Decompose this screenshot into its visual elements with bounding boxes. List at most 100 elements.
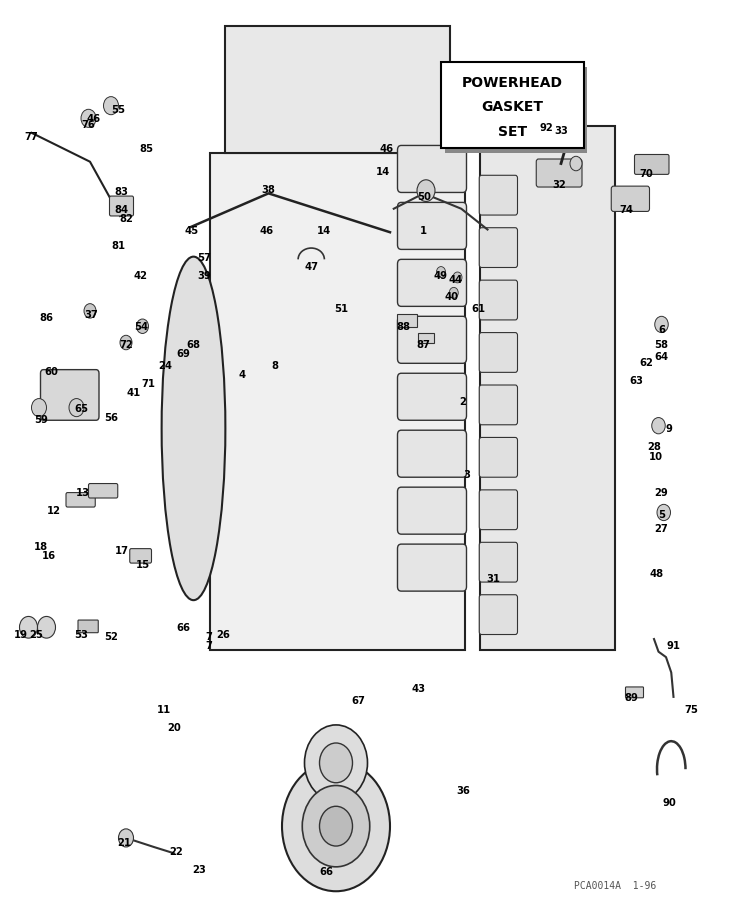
Text: 66: 66 (177, 622, 190, 633)
FancyBboxPatch shape (441, 63, 584, 149)
Text: 40: 40 (445, 291, 458, 302)
Circle shape (657, 505, 670, 521)
FancyBboxPatch shape (479, 281, 518, 321)
Text: 43: 43 (412, 683, 425, 694)
FancyBboxPatch shape (210, 154, 465, 650)
Text: 25: 25 (29, 628, 43, 639)
Text: 61: 61 (472, 303, 485, 314)
Text: 13: 13 (76, 487, 89, 498)
Text: 66: 66 (320, 866, 333, 877)
FancyBboxPatch shape (398, 203, 466, 250)
Circle shape (652, 418, 665, 434)
Circle shape (282, 761, 390, 891)
Text: 92: 92 (539, 123, 553, 134)
Text: 33: 33 (554, 126, 568, 136)
Text: POWERHEAD: POWERHEAD (462, 76, 562, 89)
Text: 47: 47 (304, 261, 318, 272)
Text: 5: 5 (658, 509, 665, 520)
Circle shape (104, 98, 118, 116)
Text: SET: SET (498, 125, 526, 139)
Text: 45: 45 (184, 225, 198, 236)
Text: 14: 14 (316, 225, 332, 236)
Text: 6: 6 (658, 324, 665, 335)
Text: 74: 74 (620, 204, 633, 215)
FancyBboxPatch shape (480, 126, 615, 650)
Text: 84: 84 (115, 204, 128, 215)
Circle shape (453, 273, 462, 284)
Text: 86: 86 (40, 312, 53, 323)
Text: 90: 90 (662, 796, 676, 807)
Text: 52: 52 (104, 631, 118, 642)
Circle shape (136, 320, 148, 334)
Text: 29: 29 (655, 487, 668, 498)
FancyBboxPatch shape (110, 197, 134, 217)
FancyBboxPatch shape (611, 187, 650, 212)
Text: 60: 60 (44, 367, 58, 377)
Text: 64: 64 (655, 351, 668, 362)
Text: 68: 68 (187, 340, 200, 350)
Text: 22: 22 (170, 845, 183, 856)
Text: 75: 75 (685, 703, 698, 714)
Text: 2: 2 (459, 396, 466, 407)
Text: 57: 57 (197, 252, 211, 263)
Text: GASKET: GASKET (482, 100, 543, 115)
Text: 91: 91 (667, 640, 680, 651)
Text: 63: 63 (629, 376, 643, 386)
Text: 67: 67 (352, 694, 365, 705)
Text: 8: 8 (272, 360, 279, 371)
FancyBboxPatch shape (397, 315, 417, 328)
Circle shape (304, 725, 368, 801)
Circle shape (69, 399, 84, 417)
Text: 71: 71 (142, 378, 155, 389)
Text: 21: 21 (117, 836, 130, 847)
FancyBboxPatch shape (479, 386, 518, 425)
Ellipse shape (162, 257, 225, 600)
FancyBboxPatch shape (634, 155, 669, 175)
FancyBboxPatch shape (418, 333, 434, 344)
FancyBboxPatch shape (398, 146, 466, 193)
FancyBboxPatch shape (130, 549, 152, 563)
Circle shape (84, 304, 96, 319)
FancyBboxPatch shape (479, 595, 518, 635)
Text: 46: 46 (380, 144, 393, 154)
Text: 41: 41 (126, 387, 141, 398)
FancyBboxPatch shape (78, 620, 98, 633)
Text: 46: 46 (260, 225, 273, 236)
Text: 1: 1 (420, 225, 428, 236)
Text: 72: 72 (119, 340, 133, 350)
FancyBboxPatch shape (398, 431, 466, 478)
Text: 3: 3 (463, 469, 470, 479)
Text: 82: 82 (119, 213, 133, 224)
Text: 14: 14 (375, 166, 390, 177)
FancyBboxPatch shape (398, 260, 466, 307)
Text: 89: 89 (625, 692, 638, 703)
Text: 10: 10 (650, 451, 663, 461)
Text: 28: 28 (647, 442, 661, 452)
Text: 38: 38 (262, 184, 275, 195)
FancyBboxPatch shape (398, 374, 466, 421)
Text: 83: 83 (115, 186, 128, 197)
Text: 87: 87 (417, 340, 430, 350)
FancyBboxPatch shape (88, 484, 118, 498)
Circle shape (320, 806, 352, 846)
Circle shape (118, 829, 134, 847)
Circle shape (655, 317, 668, 333)
Text: 39: 39 (197, 270, 211, 281)
Text: 16: 16 (42, 550, 56, 561)
Text: 58: 58 (655, 340, 668, 350)
FancyBboxPatch shape (479, 490, 518, 530)
FancyBboxPatch shape (479, 543, 518, 582)
FancyBboxPatch shape (225, 27, 450, 154)
FancyBboxPatch shape (398, 488, 466, 535)
Text: 36: 36 (457, 785, 470, 796)
Text: 70: 70 (640, 168, 653, 179)
Text: 55: 55 (112, 105, 125, 116)
FancyBboxPatch shape (398, 317, 466, 364)
Text: PCA0014A  1-96: PCA0014A 1-96 (574, 880, 656, 890)
Text: 17: 17 (115, 545, 128, 556)
Text: 12: 12 (47, 505, 61, 516)
Circle shape (436, 267, 445, 278)
Text: 4: 4 (238, 369, 246, 380)
Circle shape (120, 336, 132, 350)
Text: 37: 37 (85, 309, 98, 320)
